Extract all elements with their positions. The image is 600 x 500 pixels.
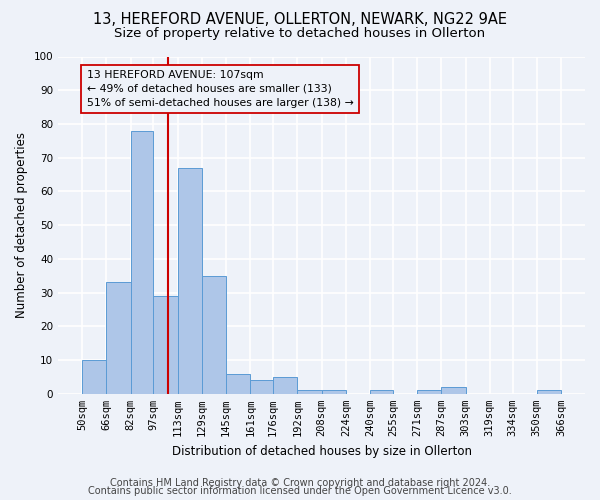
Bar bbox=[297, 390, 322, 394]
Bar bbox=[322, 390, 346, 394]
Text: 13, HEREFORD AVENUE, OLLERTON, NEWARK, NG22 9AE: 13, HEREFORD AVENUE, OLLERTON, NEWARK, N… bbox=[93, 12, 507, 28]
Bar bbox=[131, 130, 153, 394]
Bar bbox=[417, 390, 441, 394]
Text: Size of property relative to detached houses in Ollerton: Size of property relative to detached ho… bbox=[115, 28, 485, 40]
Bar bbox=[250, 380, 273, 394]
Text: Contains HM Land Registry data © Crown copyright and database right 2024.: Contains HM Land Registry data © Crown c… bbox=[110, 478, 490, 488]
Bar bbox=[370, 390, 393, 394]
X-axis label: Distribution of detached houses by size in Ollerton: Distribution of detached houses by size … bbox=[172, 444, 472, 458]
Y-axis label: Number of detached properties: Number of detached properties bbox=[15, 132, 28, 318]
Bar bbox=[202, 276, 226, 394]
Text: 13 HEREFORD AVENUE: 107sqm
← 49% of detached houses are smaller (133)
51% of sem: 13 HEREFORD AVENUE: 107sqm ← 49% of deta… bbox=[86, 70, 353, 108]
Bar bbox=[106, 282, 131, 394]
Bar bbox=[153, 296, 178, 394]
Bar bbox=[537, 390, 561, 394]
Bar bbox=[178, 168, 202, 394]
Bar bbox=[273, 377, 297, 394]
Bar bbox=[82, 360, 106, 394]
Bar bbox=[441, 387, 466, 394]
Text: Contains public sector information licensed under the Open Government Licence v3: Contains public sector information licen… bbox=[88, 486, 512, 496]
Bar bbox=[226, 374, 250, 394]
